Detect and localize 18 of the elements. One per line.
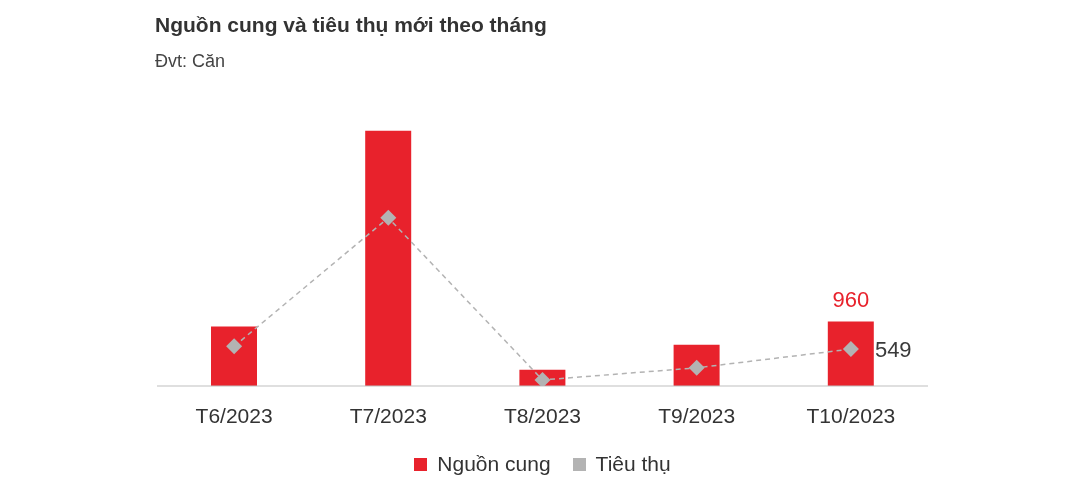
data-label: 960 [832, 287, 870, 313]
chart-subtitle: Đvt: Căn [155, 51, 226, 72]
bar [827, 321, 874, 386]
point [380, 209, 397, 226]
x-tick-label: T6/2023 [195, 403, 273, 427]
chart-title: Nguồn cung và tiêu thụ mới theo tháng [155, 13, 547, 37]
legend-label: Nguồn cung [436, 452, 551, 476]
bar [211, 326, 257, 386]
data-label: 549 [874, 337, 912, 363]
x-tick-label: T8/2023 [503, 403, 582, 427]
x-tick-label: T7/2023 [349, 403, 427, 427]
x-tick-label: T9/2023 [658, 403, 736, 427]
bar [365, 130, 412, 386]
legend-label: Tiêu thụ [594, 452, 671, 476]
point [534, 371, 551, 386]
point [226, 338, 243, 355]
x-tick-label: T10/2023 [806, 403, 896, 427]
bar [673, 344, 720, 386]
